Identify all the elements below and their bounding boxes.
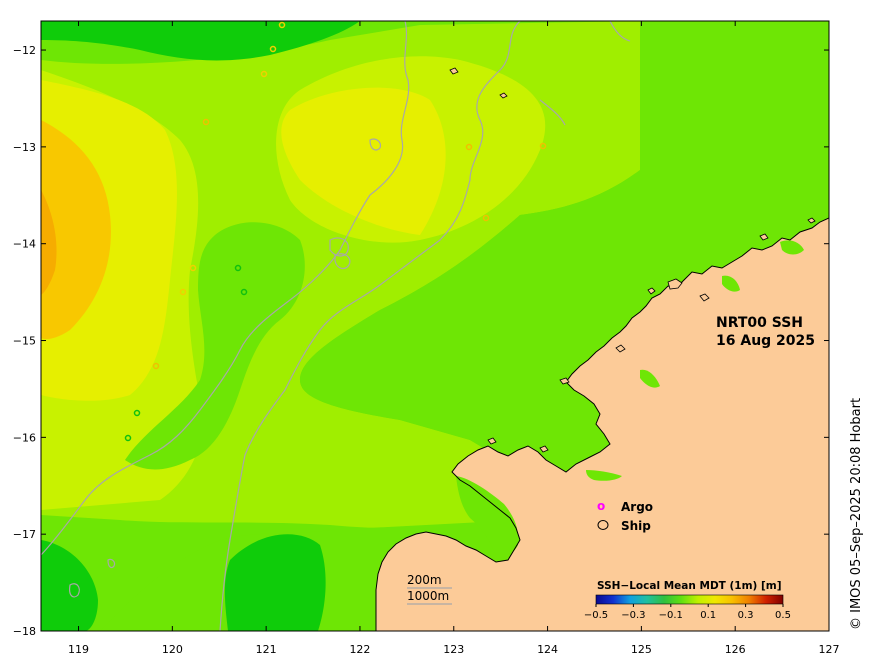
lon-tick-label: 120: [162, 643, 183, 656]
lon-tick-label: 122: [349, 643, 370, 656]
credit-text: © IMOS 05–Sep–2025 20:08 Hobart: [849, 398, 864, 630]
inlet-king-sound: [456, 476, 519, 558]
ssh-region-yellow-orange: [41, 120, 111, 340]
ssh-region-yellow: [281, 87, 446, 235]
lat-tick-label: −12: [13, 44, 36, 57]
ship-label: Ship: [621, 519, 651, 533]
lat-tick-label: −14: [13, 238, 36, 251]
ssh-region-green-blob: [125, 222, 305, 470]
longitude-axis: 119 120 121 122 123 124 125 126 127: [68, 21, 840, 656]
observation-marker: [152, 362, 160, 370]
inlet-ne2: [722, 275, 740, 292]
inlet-northeast: [780, 240, 804, 255]
colorbar-ticks: −0.5 −0.3 −0.1 0.1 0.3 0.5: [584, 604, 791, 621]
colorbar-tick-label: −0.5: [584, 610, 608, 621]
lon-tick-label: 125: [631, 643, 652, 656]
contour-1000m-label: 1000m: [407, 589, 449, 603]
land-mass: [376, 218, 829, 631]
colorbar-ramp: [595, 594, 784, 605]
observation-marker: [278, 21, 286, 29]
observation-marker: [202, 118, 210, 126]
observation-marker: [269, 45, 277, 53]
observation-marker: [133, 409, 141, 417]
latitude-axis: −12 −13 −14 −15 −16 −17 −18: [13, 44, 829, 638]
observation-marker: [482, 214, 490, 222]
observation-marker: [539, 142, 547, 150]
observation-marker: [124, 434, 132, 442]
ssh-region-darkgreen-north: [41, 21, 360, 61]
ship-marker-icon: [597, 520, 609, 530]
bathymetry-contours: [41, 21, 631, 631]
colorbar-tick-label: 0.5: [775, 610, 791, 621]
inlet-collier-bay: [586, 470, 622, 481]
observation-marker: [260, 70, 268, 78]
plot-frame: [40, 20, 830, 632]
lon-tick-label: 121: [256, 643, 277, 656]
lat-tick-label: −16: [13, 431, 36, 444]
lon-tick-label: 119: [68, 643, 89, 656]
ssh-region-darkgreen-south: [224, 534, 326, 631]
lat-tick-label: −18: [13, 625, 36, 638]
ssh-region-orange: [41, 190, 57, 295]
coastline: [375, 217, 829, 631]
marker-legend: o Argo Ship: [597, 499, 653, 533]
islands: [449, 67, 816, 453]
colorbar: SSH−Local Mean MDT (1m) [m] −0.5 −0.3 −0.1…: [584, 580, 791, 621]
colorbar-tick-label: −0.3: [621, 610, 645, 621]
contour-200m-label: 200m: [407, 573, 442, 587]
argo-marker-icon: o: [597, 499, 605, 513]
observation-marker: [234, 264, 242, 272]
argo-label: Argo: [621, 500, 653, 514]
lon-tick-label: 124: [537, 643, 558, 656]
lon-tick-label: 126: [725, 643, 746, 656]
map-title-line2: 16 Aug 2025: [716, 333, 815, 349]
observation-marker: [465, 143, 473, 151]
lat-tick-label: −17: [13, 528, 36, 541]
contour-key: 200m 1000m: [407, 573, 452, 605]
lon-tick-label: 123: [443, 643, 464, 656]
colorbar-tick-label: 0.3: [738, 610, 754, 621]
lat-tick-label: −13: [13, 141, 36, 154]
observation-marker: [240, 288, 248, 296]
colorbar-title: SSH−Local Mean MDT (1m) [m]: [597, 580, 782, 592]
colorbar-tick-label: −0.1: [659, 610, 683, 621]
colorbar-tick-label: 0.1: [700, 610, 716, 621]
lat-tick-label: −15: [13, 335, 36, 348]
observation-markers: [124, 21, 547, 442]
observation-marker: [189, 264, 197, 272]
map-field: [41, 21, 829, 631]
lon-tick-label: 127: [819, 643, 840, 656]
map-title-line1: NRT00 SSH: [716, 315, 803, 331]
inlet-east: [640, 369, 660, 388]
observation-marker: [179, 288, 187, 296]
